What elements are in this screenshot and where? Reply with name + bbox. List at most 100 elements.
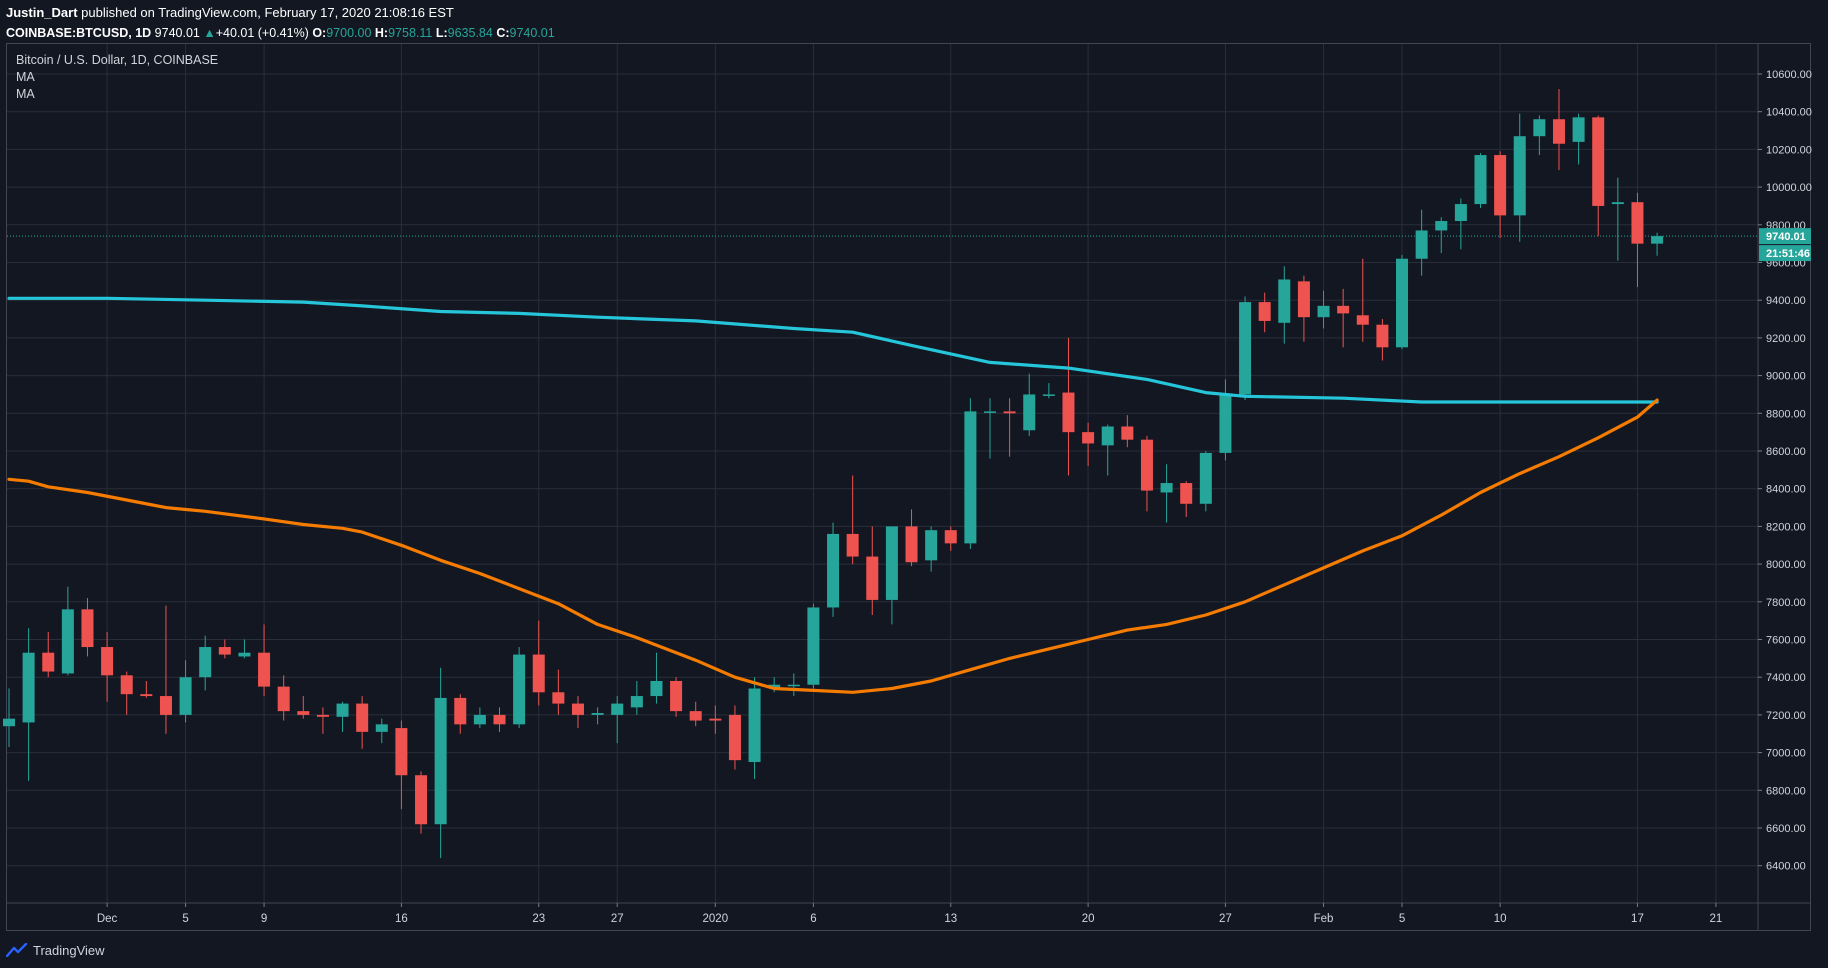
candle[interactable] (846, 475, 859, 565)
candle[interactable] (395, 720, 408, 810)
candle[interactable] (1415, 209, 1428, 276)
candle-body (787, 684, 800, 687)
candle[interactable] (885, 526, 898, 625)
candle[interactable] (3, 688, 15, 747)
candle[interactable] (1572, 113, 1585, 165)
legend-ma-2[interactable]: MA (16, 87, 35, 101)
chart-frame[interactable] (6, 43, 1811, 931)
ma-line-fast[interactable] (7, 398, 1659, 694)
candle[interactable] (1533, 115, 1546, 156)
time-tick-label: 9 (261, 913, 267, 925)
candle[interactable] (1160, 464, 1173, 523)
candle[interactable] (159, 605, 172, 734)
candle[interactable] (827, 522, 840, 617)
candle[interactable] (1082, 422, 1095, 467)
time-tick-label: 16 (395, 913, 408, 925)
candle[interactable] (1454, 198, 1467, 250)
candle[interactable] (22, 628, 35, 781)
candle[interactable] (1317, 290, 1330, 329)
candle[interactable] (748, 677, 761, 779)
candle[interactable] (1513, 113, 1526, 242)
candle[interactable] (199, 635, 212, 691)
candle[interactable] (1592, 115, 1605, 237)
candle[interactable] (1297, 275, 1310, 342)
candle[interactable] (1101, 424, 1114, 476)
candle[interactable] (1180, 481, 1193, 517)
candle[interactable] (571, 696, 584, 729)
candle[interactable] (1611, 177, 1624, 261)
candle[interactable] (1494, 151, 1507, 238)
candle[interactable] (807, 603, 820, 689)
candle[interactable] (532, 620, 545, 706)
time-axis[interactable]: Dec 5 9 16 23 27 2020 6 13 20 27 Feb 5 10 17 21 (97, 903, 1722, 925)
candle[interactable] (728, 705, 741, 770)
candle[interactable] (552, 669, 565, 715)
candle[interactable] (689, 701, 702, 727)
candle[interactable] (473, 707, 486, 729)
candle[interactable] (356, 696, 369, 749)
candle[interactable] (984, 398, 996, 459)
candle[interactable] (140, 680, 153, 698)
candle[interactable] (1219, 379, 1232, 461)
candle[interactable] (61, 586, 74, 676)
candle[interactable] (650, 652, 663, 704)
candle[interactable] (513, 647, 526, 729)
candle[interactable] (1631, 192, 1644, 288)
candle[interactable] (905, 509, 918, 566)
candle[interactable] (1258, 292, 1271, 333)
candle[interactable] (1337, 288, 1350, 348)
footer-brand[interactable]: TradingView (33, 942, 105, 958)
candle[interactable] (1376, 319, 1389, 361)
candle[interactable] (1435, 217, 1448, 254)
candle[interactable] (238, 639, 251, 659)
legend-ma-1[interactable]: MA (16, 70, 35, 84)
author-name[interactable]: Justin_Dart (6, 5, 78, 20)
candle[interactable] (120, 671, 133, 715)
candle[interactable] (1552, 89, 1565, 171)
candle[interactable] (944, 526, 957, 551)
candle[interactable] (316, 707, 329, 734)
candle[interactable] (258, 624, 271, 697)
candle[interactable] (336, 701, 349, 732)
candle[interactable] (42, 631, 55, 678)
candle[interactable] (709, 705, 722, 734)
candle[interactable] (218, 639, 231, 659)
candle[interactable] (179, 660, 192, 723)
candle[interactable] (925, 526, 938, 572)
candle[interactable] (1278, 266, 1291, 344)
candle[interactable] (454, 694, 467, 734)
candle[interactable] (1140, 435, 1153, 512)
candle[interactable] (493, 707, 506, 732)
candle[interactable] (591, 707, 604, 725)
candle[interactable] (101, 631, 114, 702)
price-axis[interactable]: 6400.00 6600.00 6800.00 7000.00 7200.00 7400.… (1758, 69, 1812, 873)
candle[interactable] (1239, 296, 1252, 401)
candle[interactable] (1003, 398, 1016, 457)
candle[interactable] (1651, 232, 1664, 256)
candle[interactable] (787, 673, 800, 697)
candle[interactable] (1023, 373, 1036, 436)
candle[interactable] (670, 677, 683, 717)
candle[interactable] (1356, 258, 1369, 342)
candle-body (277, 686, 290, 712)
candle[interactable] (1121, 415, 1134, 448)
candle[interactable] (434, 667, 447, 859)
candle[interactable] (277, 675, 290, 721)
ma-line-slow[interactable] (7, 296, 1659, 404)
candle[interactable] (81, 598, 94, 657)
candle[interactable] (415, 771, 428, 834)
candle[interactable] (1396, 254, 1409, 350)
candle[interactable] (297, 696, 310, 719)
candle[interactable] (866, 526, 879, 615)
candle[interactable] (1062, 337, 1075, 476)
candle[interactable] (1199, 451, 1212, 512)
price-tick-label: 7400.00 (1766, 672, 1806, 684)
candle[interactable] (375, 718, 388, 744)
candle[interactable] (964, 398, 977, 550)
candle[interactable] (611, 696, 624, 744)
candle[interactable] (1474, 153, 1487, 208)
candle-body (768, 684, 781, 689)
candle[interactable] (1042, 383, 1055, 399)
candle[interactable] (630, 680, 643, 715)
